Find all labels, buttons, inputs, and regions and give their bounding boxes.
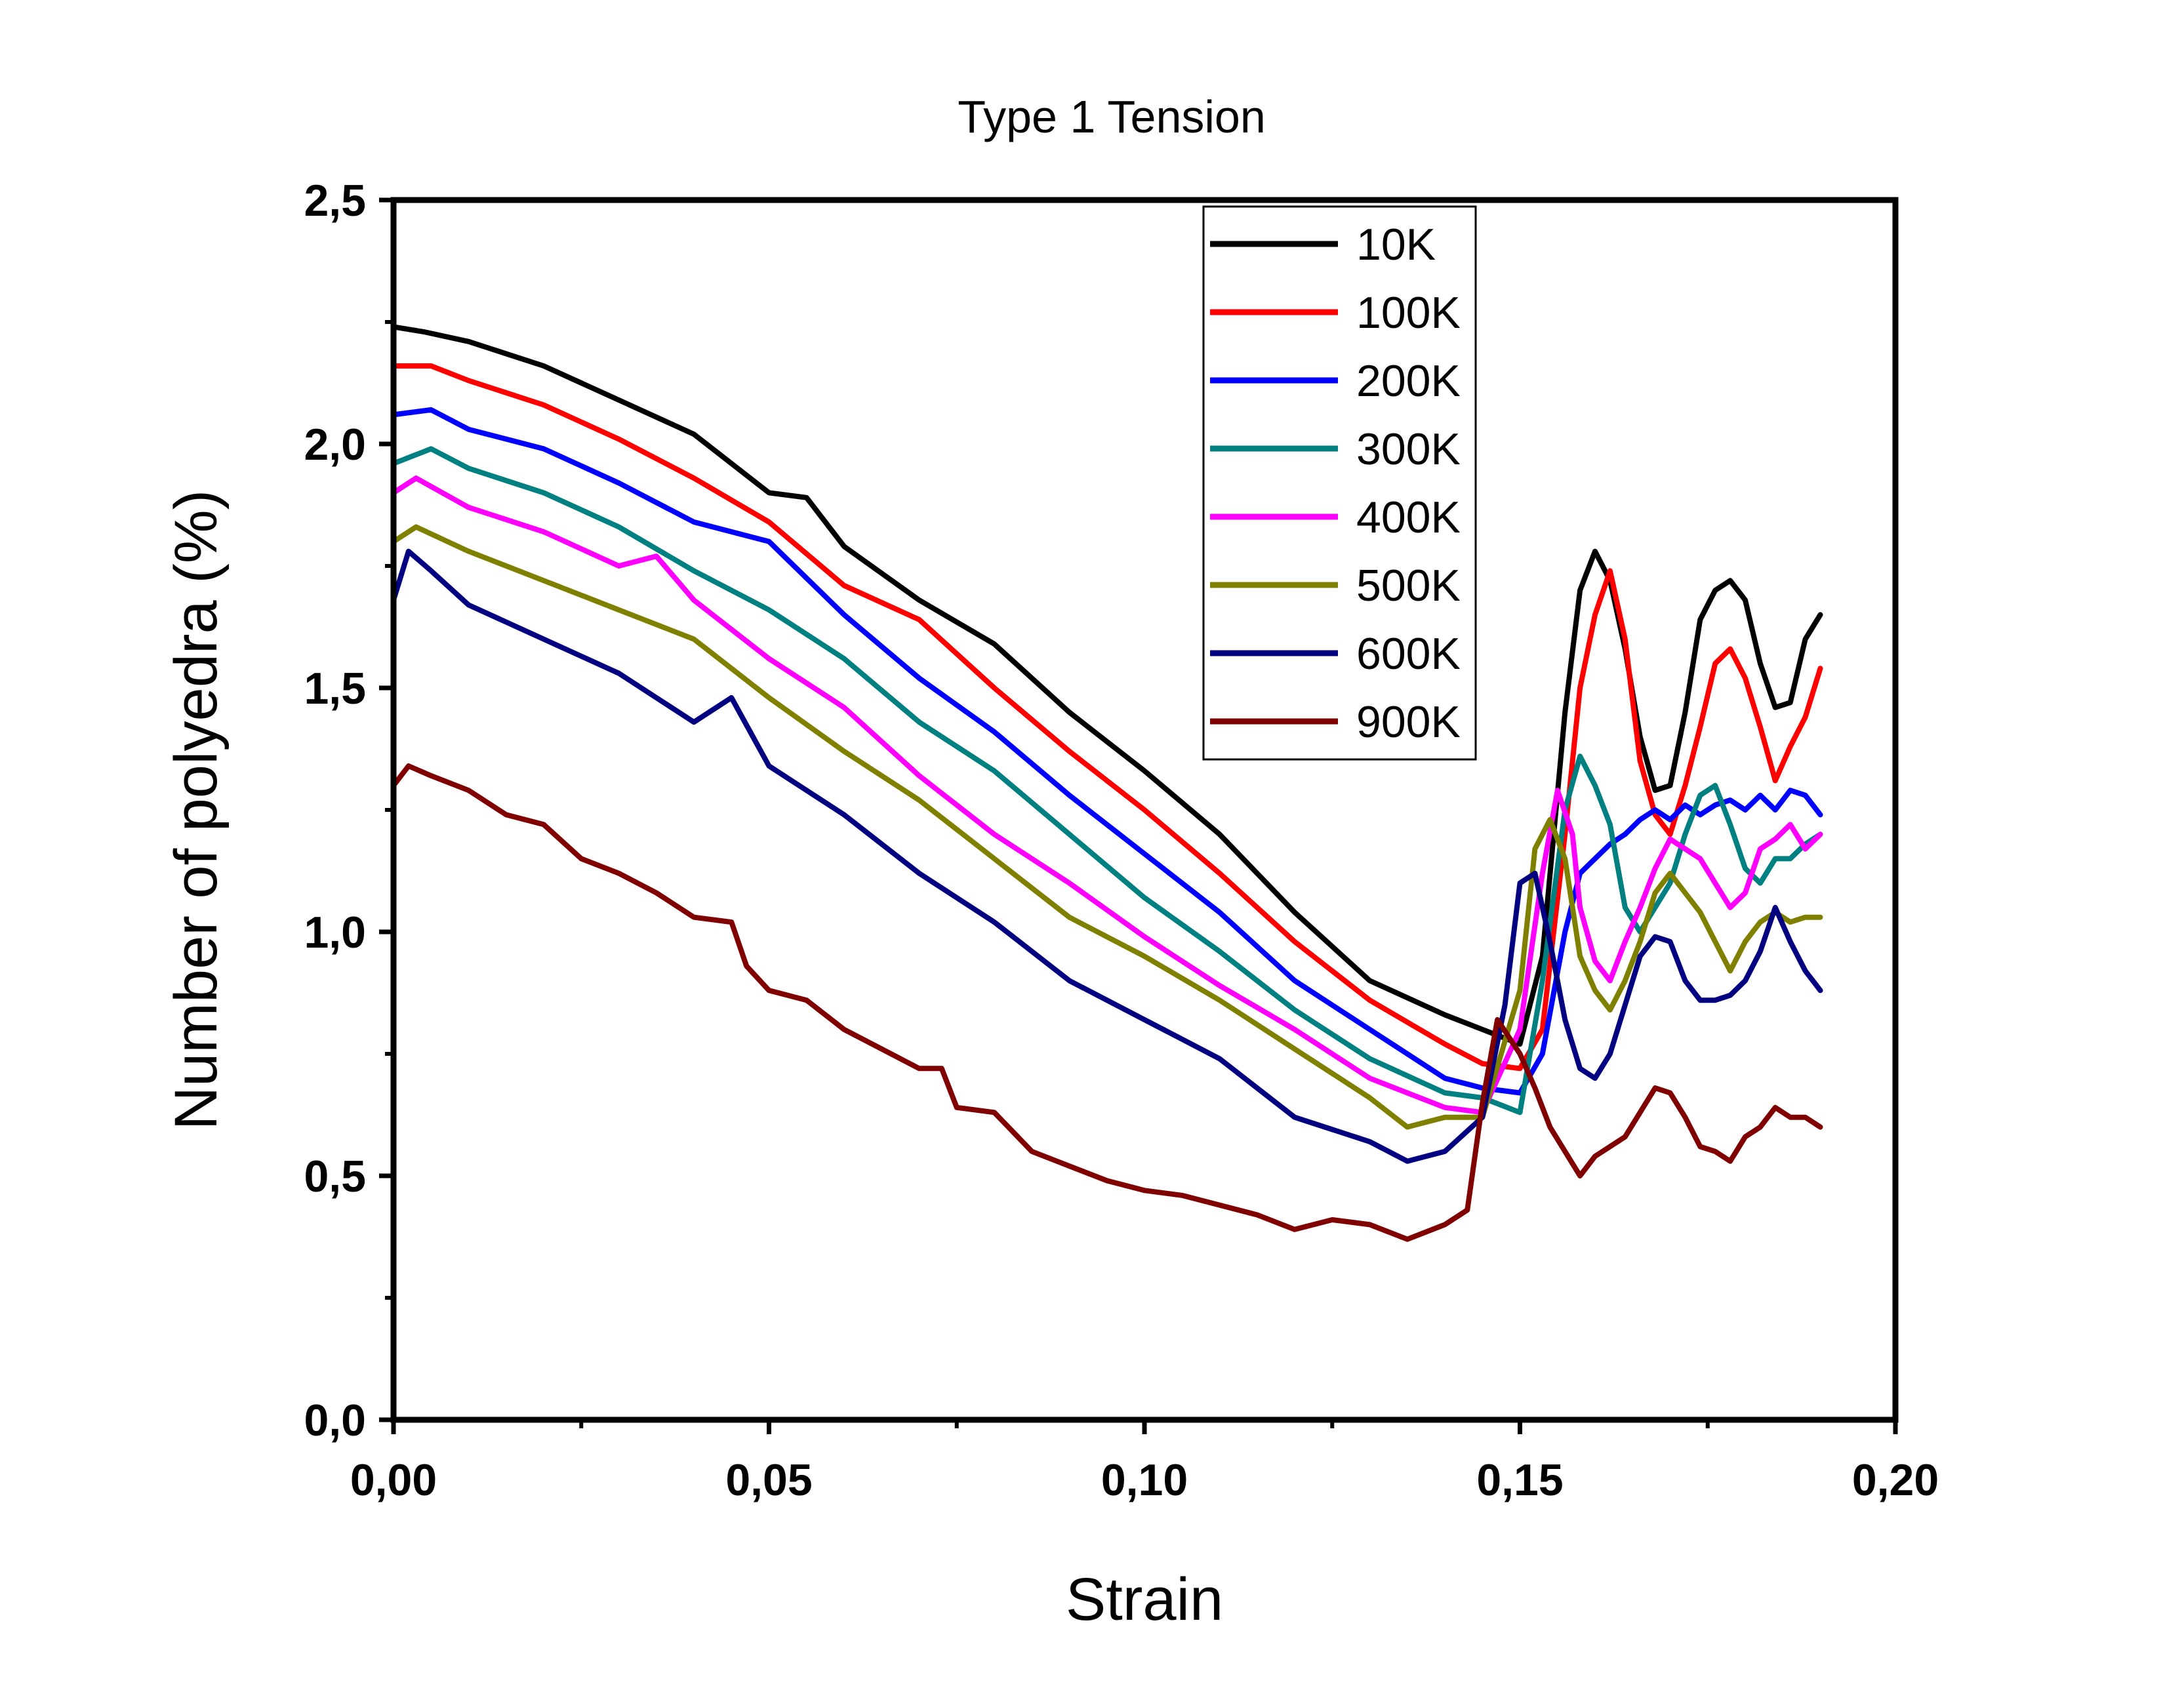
x-tick-label: 0,10 bbox=[1101, 1455, 1188, 1505]
legend-label: 500K bbox=[1356, 561, 1461, 611]
legend: 10K 100K 200K 300K 400K 500K 600K 900K bbox=[1203, 207, 1476, 759]
y-tick-label: 0,0 bbox=[304, 1396, 366, 1445]
y-tick-label: 0,5 bbox=[304, 1152, 366, 1201]
legend-label: 10K bbox=[1356, 220, 1436, 270]
legend-label: 900K bbox=[1356, 697, 1461, 747]
y-axis: 0,0 0,5 1,0 1,5 2,0 2,5 bbox=[304, 176, 394, 1445]
x-axis: 0,00 0,05 0,10 0,15 0,20 bbox=[350, 1420, 1939, 1505]
x-tick-label: 0,05 bbox=[725, 1455, 812, 1505]
x-axis-label: Strain bbox=[1066, 1566, 1223, 1633]
x-tick-label: 0,15 bbox=[1476, 1455, 1563, 1505]
y-tick-label: 1,0 bbox=[304, 908, 366, 957]
y-tick-label: 2,5 bbox=[304, 176, 366, 226]
plot-lines bbox=[394, 327, 1821, 1239]
series-line-100k bbox=[394, 366, 1821, 1068]
series-line-200k bbox=[394, 410, 1821, 1093]
chart-title: Type 1 Tension bbox=[958, 91, 1266, 142]
y-tick-label: 2,0 bbox=[304, 420, 366, 470]
legend-label: 300K bbox=[1356, 424, 1461, 474]
x-tick-label: 0,20 bbox=[1852, 1455, 1939, 1505]
legend-label: 200K bbox=[1356, 356, 1461, 406]
x-tick-label: 0,00 bbox=[350, 1455, 437, 1505]
y-axis-label: Number of polyedra (%) bbox=[163, 490, 230, 1131]
series-line-600k bbox=[394, 552, 1821, 1161]
legend-label: 100K bbox=[1356, 288, 1461, 338]
legend-label: 400K bbox=[1356, 492, 1461, 542]
legend-label: 600K bbox=[1356, 629, 1461, 679]
y-tick-label: 1,5 bbox=[304, 664, 366, 713]
